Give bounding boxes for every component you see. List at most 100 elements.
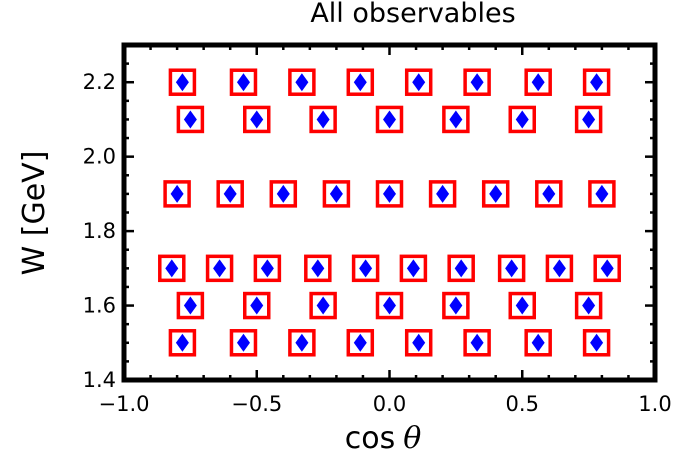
square-marker [481, 180, 510, 208]
square-marker [243, 105, 271, 134]
square-marker [574, 291, 603, 320]
square-marker [582, 329, 611, 357]
data-markers [158, 68, 621, 357]
square-marker [158, 254, 186, 283]
diamond-marker [515, 110, 529, 129]
square-marker [463, 68, 491, 96]
square-marker [442, 291, 470, 320]
square-marker [205, 254, 234, 283]
square-marker [375, 180, 404, 208]
diamond-marker [260, 259, 274, 278]
square-marker [322, 180, 351, 208]
square-marker [375, 291, 404, 320]
diamond-marker [353, 73, 367, 92]
square-marker [593, 254, 621, 283]
x-tick-label: 1.0 [638, 392, 671, 416]
diamond-marker [316, 296, 330, 315]
diamond-marker [412, 333, 426, 352]
square-marker [497, 254, 526, 283]
diamond-marker [250, 110, 264, 129]
x-tick-label: −1.0 [99, 392, 150, 416]
diamond-marker [542, 184, 556, 203]
diamond-marker [590, 73, 604, 92]
diamond-marker [552, 259, 566, 278]
diamond-marker [223, 184, 237, 203]
diamond-marker [236, 333, 250, 352]
square-marker [243, 291, 271, 320]
diamond-marker [316, 110, 330, 129]
square-marker [545, 254, 574, 283]
diamond-marker [515, 296, 529, 315]
square-marker [428, 180, 457, 208]
x-axis-label-symbol: θ [403, 421, 421, 456]
diamond-marker [412, 73, 426, 92]
square-marker [404, 68, 433, 96]
square-marker [168, 68, 197, 96]
square-marker [524, 68, 552, 96]
axis-ticks [122, 43, 657, 382]
diamond-marker [183, 296, 197, 315]
diamond-marker [531, 73, 545, 92]
square-marker [163, 180, 191, 208]
square-marker [442, 105, 470, 134]
diamond-marker [276, 184, 290, 203]
diamond-marker [175, 73, 189, 92]
square-marker [508, 105, 536, 134]
diamond-marker [295, 333, 309, 352]
square-marker [404, 329, 433, 357]
diamond-marker [454, 259, 468, 278]
diamond-marker [531, 333, 545, 352]
y-tick-label: 1.6 [83, 294, 116, 318]
square-marker [309, 291, 337, 320]
square-marker [508, 291, 536, 320]
x-tick-label: −0.5 [231, 392, 282, 416]
diamond-marker [449, 110, 463, 129]
square-marker [399, 254, 428, 283]
square-marker [216, 180, 244, 208]
square-marker [346, 68, 375, 96]
square-marker [524, 329, 552, 357]
x-tick-label: 0.5 [506, 392, 539, 416]
y-tick-label: 2.2 [83, 70, 116, 94]
diamond-marker [489, 184, 503, 203]
tick-labels: −1.0 −0.5 0.0 0.5 1.0 1.4 1.6 1.8 2.0 2.2 [83, 70, 672, 416]
diamond-marker [383, 110, 396, 129]
x-axis-label: cos θ [345, 421, 422, 456]
x-axis-label-text: cos [345, 421, 395, 456]
diamond-marker [383, 296, 396, 315]
diamond-marker [183, 110, 197, 129]
y-axis-label: W [GeV] [17, 151, 52, 276]
square-marker [253, 254, 282, 283]
square-marker [309, 105, 337, 134]
square-marker [269, 180, 298, 208]
square-marker [375, 105, 404, 134]
diamond-marker [470, 333, 484, 352]
chart-title: All observables [310, 0, 515, 29]
square-marker [229, 68, 258, 96]
diamond-marker [590, 333, 604, 352]
square-marker [346, 329, 375, 357]
square-marker [463, 329, 491, 357]
diamond-marker [359, 259, 373, 278]
y-tick-label: 1.4 [83, 368, 116, 392]
diamond-marker [353, 333, 367, 352]
diamond-marker [436, 184, 450, 203]
square-marker [535, 180, 563, 208]
diamond-marker [600, 259, 614, 278]
diamond-marker [406, 259, 420, 278]
diamond-marker [311, 259, 325, 278]
diamond-marker [582, 110, 596, 129]
diamond-marker [383, 184, 396, 203]
square-marker [582, 68, 611, 96]
square-marker [168, 329, 197, 357]
diamond-marker [170, 184, 184, 203]
y-tick-label: 1.8 [83, 219, 116, 243]
diamond-marker [165, 259, 179, 278]
square-marker [288, 329, 316, 357]
diamond-marker [175, 333, 189, 352]
diamond-marker [595, 184, 609, 203]
y-tick-label: 2.0 [83, 145, 116, 169]
square-marker [176, 291, 205, 320]
diamond-marker [236, 73, 250, 92]
